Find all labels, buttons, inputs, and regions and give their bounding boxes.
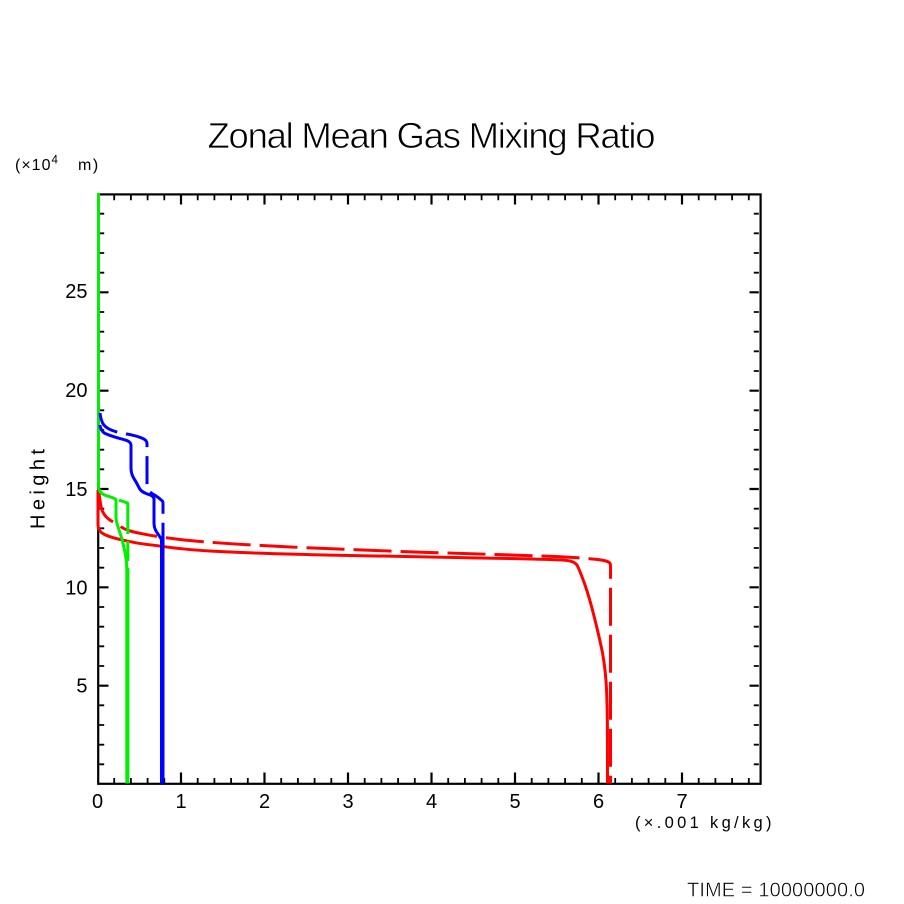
svg-text:(×.001 kg/kg): (×.001 kg/kg) <box>635 814 772 832</box>
svg-text:25: 25 <box>65 281 87 303</box>
svg-text:m): m) <box>78 157 100 174</box>
svg-text:7: 7 <box>676 791 687 813</box>
svg-text:0: 0 <box>92 791 103 813</box>
svg-text:(×10: (×10 <box>15 157 51 174</box>
svg-text:2: 2 <box>259 791 270 813</box>
svg-text:3: 3 <box>342 791 353 813</box>
svg-text:Zonal Mean Gas Mixing Ratio: Zonal Mean Gas Mixing Ratio <box>208 115 656 156</box>
svg-text:10: 10 <box>65 577 87 599</box>
svg-text:15: 15 <box>65 479 87 501</box>
svg-text:TIME = 10000000.0: TIME = 10000000.0 <box>687 880 865 902</box>
svg-text:5: 5 <box>76 676 87 698</box>
svg-text:4: 4 <box>426 791 437 813</box>
svg-text:5: 5 <box>509 791 520 813</box>
svg-text:6: 6 <box>593 791 604 813</box>
svg-text:20: 20 <box>65 380 87 402</box>
svg-text:1: 1 <box>175 791 186 813</box>
svg-text:4: 4 <box>52 155 59 167</box>
